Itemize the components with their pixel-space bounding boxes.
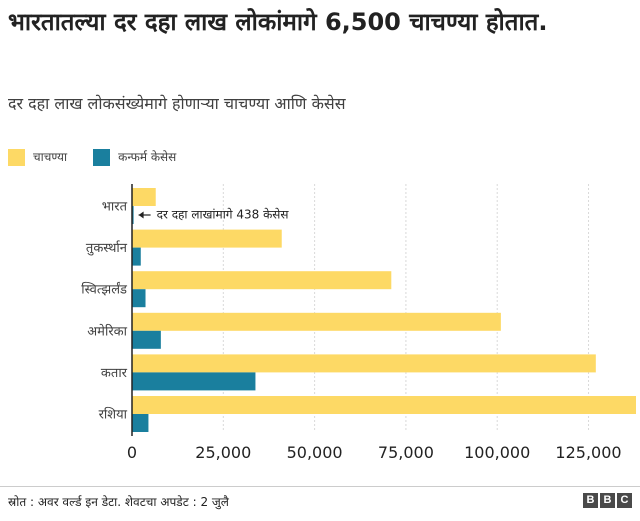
bbc-logo-letter: B xyxy=(600,493,615,508)
x-tick-label: 75,000 xyxy=(378,443,434,462)
x-tick-label: 25,000 xyxy=(195,443,251,462)
bar-cases xyxy=(132,372,256,391)
legend-label-cases: कन्फर्म केसेस xyxy=(118,149,177,164)
bar-tests xyxy=(132,396,636,414)
x-tick-label: 125,000 xyxy=(555,443,621,462)
x-tick-label: 100,000 xyxy=(464,443,530,462)
legend-swatch-tests xyxy=(8,148,25,166)
category-label: अमेरिका xyxy=(87,323,127,339)
x-tick-label: 0 xyxy=(127,443,137,462)
bar-tests xyxy=(132,188,156,206)
bar-tests xyxy=(132,354,596,373)
category-label: तुकर्स्थान xyxy=(86,240,128,256)
category-label: रशिया xyxy=(99,407,128,423)
bar-tests xyxy=(132,229,282,248)
x-tick-label: 50,000 xyxy=(287,443,343,462)
bar-cases xyxy=(132,414,149,432)
bbc-logo-letter: B xyxy=(583,493,598,508)
footer-divider xyxy=(0,486,640,487)
legend: चाचण्या कन्फर्म केसेस xyxy=(8,146,202,168)
bbc-logo-letter: C xyxy=(617,493,632,508)
bar-cases xyxy=(132,289,146,308)
legend-item-tests: चाचण्या xyxy=(8,148,68,166)
bbc-logo: B B C xyxy=(581,493,632,508)
annotation-arrow-head xyxy=(138,211,144,219)
legend-item-cases: कन्फर्म केसेस xyxy=(93,148,177,166)
bar-tests xyxy=(132,312,501,331)
chart-subtitle: दर दहा लाख लोकसंख्येमागे होणाऱ्या चाचण्य… xyxy=(8,94,346,113)
category-label: भारत xyxy=(102,200,128,215)
annotation-text: दर दहा लाखांमागे 438 केसेस xyxy=(157,208,290,222)
legend-label-tests: चाचण्या xyxy=(33,149,68,164)
category-label: स्वित्झर्लंड xyxy=(81,282,128,298)
bar-cases xyxy=(132,206,134,224)
chart-title: भारतातल्या दर दहा लाख लोकांमागे 6,500 चा… xyxy=(8,8,548,36)
bar-cases xyxy=(132,330,161,349)
bar-chart: भारत तुकर्स्थान स्वित्झर्लंड अमेरिका कतार रशि… xyxy=(81,184,636,462)
source-note: स्रोत : अवर वर्ल्ड इन डेटा. शेवटचा अपडेट… xyxy=(8,495,229,509)
bar-cases xyxy=(132,247,141,266)
category-label: कतार xyxy=(101,366,128,381)
bar-tests xyxy=(132,271,392,290)
legend-swatch-cases xyxy=(93,148,111,166)
